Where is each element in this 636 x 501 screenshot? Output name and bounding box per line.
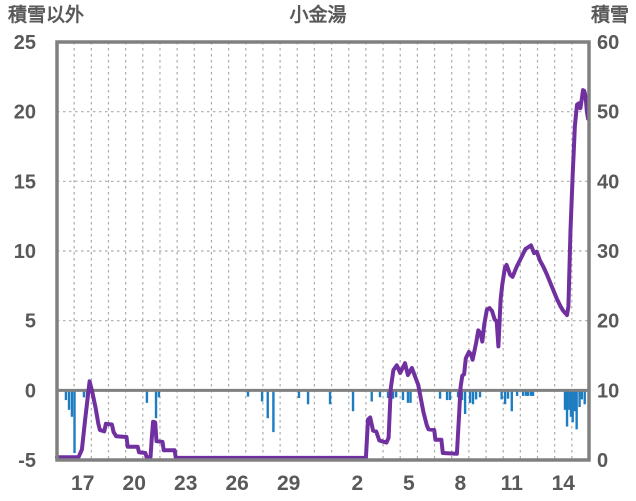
x-tick-label: 2 <box>351 472 363 495</box>
precip-bar <box>524 390 528 396</box>
precip-bar <box>526 390 530 396</box>
precip-bar <box>445 390 449 401</box>
left-tick-label: 5 <box>25 311 36 333</box>
x-tick-label: 20 <box>123 472 146 495</box>
precip-bar <box>82 390 86 398</box>
precip-bar <box>529 390 533 396</box>
precip-bar <box>145 390 149 403</box>
precip-bar <box>471 390 475 405</box>
precip-bar <box>565 390 569 427</box>
precip-bar <box>503 390 507 405</box>
x-tick-label: 17 <box>71 472 94 495</box>
precip-bar <box>391 390 395 399</box>
right-tick-label: 50 <box>597 102 619 124</box>
precip-bar <box>154 390 158 419</box>
precip-bar <box>448 390 452 401</box>
precip-bar <box>569 390 573 417</box>
left-tick-label: 25 <box>14 32 36 54</box>
precip-bar <box>580 390 583 400</box>
x-tick-label: 29 <box>277 472 300 495</box>
precip-bar <box>521 390 525 396</box>
precip-bar <box>468 390 472 403</box>
precip-bar <box>73 390 76 454</box>
precip-bar <box>463 390 467 415</box>
left-tick-label: 10 <box>14 241 36 263</box>
precip-bar <box>563 390 567 410</box>
x-tick-label: 14 <box>552 472 576 495</box>
precip-bar <box>266 390 269 419</box>
precip-bar <box>568 390 571 410</box>
left-tick-label: 0 <box>25 380 36 402</box>
precip-bar <box>378 390 382 398</box>
plot-frame <box>55 40 591 462</box>
precip-bar <box>394 390 398 398</box>
precip-bar <box>351 390 355 412</box>
right-axis-title: 積雪 <box>590 5 629 26</box>
left-tick-label: -5 <box>18 450 36 472</box>
precip-bar <box>456 390 460 398</box>
precip-bar <box>157 390 161 398</box>
precip-bar <box>409 390 412 403</box>
precip-bar <box>246 390 250 397</box>
right-tick-label: 40 <box>597 171 619 193</box>
precip-bar <box>575 390 578 430</box>
precip-bar <box>583 390 586 405</box>
precip-bar <box>67 390 71 410</box>
right-tick-label: 0 <box>597 450 608 472</box>
precip-bar <box>500 390 503 400</box>
x-tick-label: 23 <box>174 472 197 495</box>
precip-bar <box>260 390 264 402</box>
precip-bar <box>297 390 301 398</box>
right-tick-label: 20 <box>597 311 619 333</box>
precip-bar <box>506 390 510 399</box>
precip-bar <box>510 390 513 412</box>
chart-title: 小金湯 <box>289 5 347 26</box>
left-axis-title: 積雪以外 <box>8 5 85 26</box>
precip-bar <box>272 390 275 433</box>
precip-bar <box>328 390 332 405</box>
snow-depth-line <box>55 88 590 460</box>
precip-bar <box>64 390 68 401</box>
precip-bar <box>401 390 405 401</box>
precip-bar <box>386 390 390 398</box>
precip-bar <box>306 390 310 405</box>
x-tick-label: 5 <box>403 472 415 495</box>
precip-bar <box>531 390 535 396</box>
x-tick-label: 8 <box>454 472 466 495</box>
x-tick-label: 26 <box>226 472 249 495</box>
right-tick-label: 60 <box>597 32 619 54</box>
precip-bar <box>478 390 482 398</box>
precip-bar <box>515 390 519 396</box>
precip-bar <box>573 390 576 412</box>
precip-bar <box>370 390 373 402</box>
x-tick-label: 11 <box>501 472 524 495</box>
left-tick-label: 15 <box>14 171 36 193</box>
precip-bar <box>474 390 478 400</box>
precip-bar <box>406 390 410 403</box>
precip-bar <box>578 390 581 408</box>
precip-bar <box>571 390 574 423</box>
left-tick-label: 20 <box>14 102 36 124</box>
precip-bar <box>70 390 74 417</box>
precip-bar <box>438 390 442 399</box>
right-tick-label: 30 <box>597 241 619 263</box>
right-tick-label: 10 <box>597 380 619 402</box>
